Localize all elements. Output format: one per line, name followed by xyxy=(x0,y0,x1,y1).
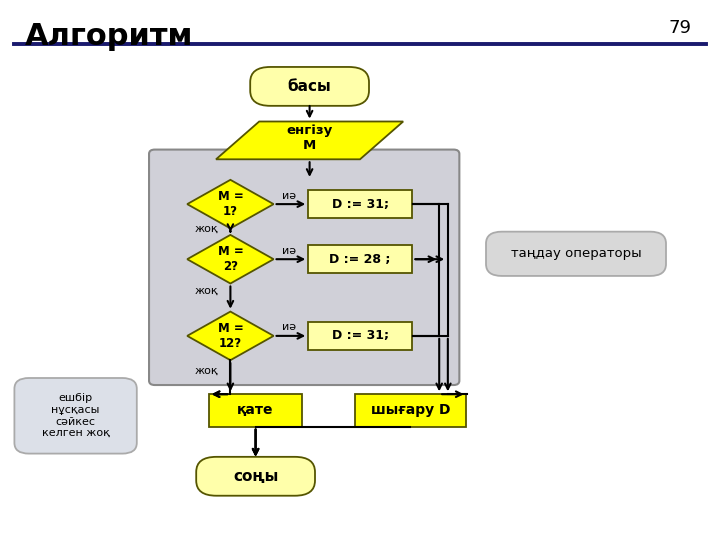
Polygon shape xyxy=(187,312,274,360)
Bar xyxy=(308,190,413,218)
Text: қате: қате xyxy=(238,403,274,417)
Text: басы: басы xyxy=(288,79,331,94)
Text: D := 28 ;: D := 28 ; xyxy=(329,253,391,266)
Text: М =
12?: М = 12? xyxy=(217,322,243,350)
Text: жоқ: жоқ xyxy=(194,224,218,234)
Text: енгізу
М: енгізу М xyxy=(287,124,333,152)
Text: иə: иə xyxy=(282,191,297,201)
Text: D := 31;: D := 31; xyxy=(331,198,389,211)
Bar xyxy=(308,322,413,350)
FancyBboxPatch shape xyxy=(14,378,137,454)
FancyBboxPatch shape xyxy=(196,457,315,496)
FancyBboxPatch shape xyxy=(251,67,369,106)
Text: соңы: соңы xyxy=(233,469,279,484)
Bar xyxy=(209,394,302,427)
Polygon shape xyxy=(187,180,274,228)
Polygon shape xyxy=(216,122,403,159)
Text: М =
2?: М = 2? xyxy=(217,245,243,273)
Text: иə: иə xyxy=(282,246,297,256)
Text: Алгоритм: Алгоритм xyxy=(25,22,194,51)
Text: жоқ: жоқ xyxy=(194,366,218,376)
Text: М =
1?: М = 1? xyxy=(217,190,243,218)
Text: 79: 79 xyxy=(668,19,691,37)
Polygon shape xyxy=(187,235,274,284)
Text: иə: иə xyxy=(282,322,297,333)
Text: таңдау операторы: таңдау операторы xyxy=(510,247,642,260)
Text: шығару D: шығару D xyxy=(371,403,450,417)
Text: жоқ: жоқ xyxy=(194,286,218,296)
FancyBboxPatch shape xyxy=(486,232,666,276)
FancyBboxPatch shape xyxy=(149,150,459,385)
Bar xyxy=(354,394,467,427)
Text: D := 31;: D := 31; xyxy=(331,329,389,342)
Text: ешбір
нұсқасы
сәйкес
келген жоқ: ешбір нұсқасы сәйкес келген жоқ xyxy=(42,394,109,438)
Bar xyxy=(308,245,413,273)
